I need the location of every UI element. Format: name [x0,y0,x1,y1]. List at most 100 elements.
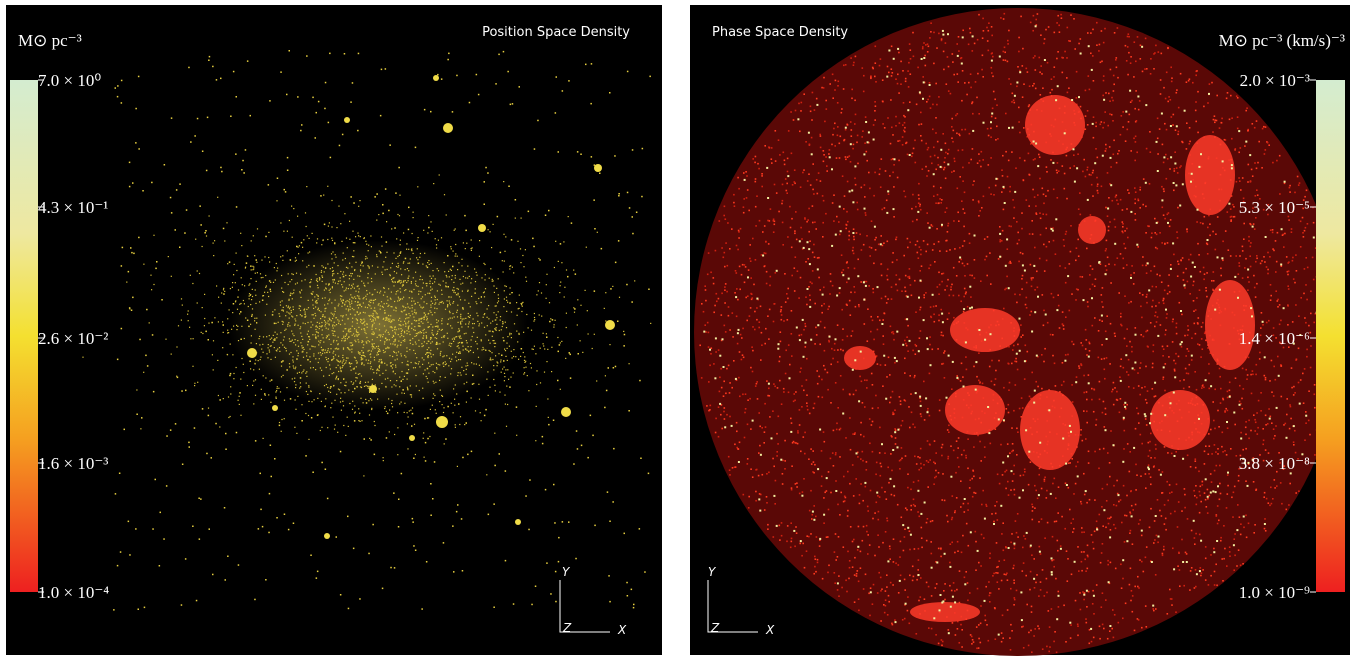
particle [497,278,499,280]
particle [360,318,362,320]
particle [253,266,255,268]
particle [806,405,808,407]
particle [198,497,200,499]
particle [1215,563,1217,566]
particle [535,353,537,355]
particle [1142,570,1145,573]
particle [1177,130,1180,133]
particle [428,263,430,265]
particle [287,323,289,325]
particle [306,186,308,188]
particle [250,342,252,344]
particle [1125,60,1128,62]
particle [307,307,310,309]
particle [808,509,811,512]
particle [909,58,912,60]
particle [1003,46,1006,49]
particle [418,389,420,392]
particle [774,160,777,162]
particle [374,424,376,427]
particle [372,368,374,371]
particle [903,190,905,192]
particle [823,154,825,156]
particle [853,61,855,64]
particle [404,309,406,311]
particle [423,301,425,303]
particle [484,313,486,315]
particle [401,334,403,337]
particle [377,398,379,400]
particle [293,335,295,337]
particle [380,334,382,336]
particle [895,115,897,118]
particle [456,345,458,348]
particle [1137,246,1139,248]
particle [342,365,344,367]
particle [511,292,513,294]
particle [312,324,314,326]
particle [374,273,376,275]
particle [447,405,449,408]
particle [430,514,432,516]
particle [368,341,371,343]
particle [513,323,516,325]
particle [397,281,399,283]
particle [208,55,211,58]
particle [394,340,396,342]
particle [417,325,419,327]
particle [836,556,839,558]
particle [316,300,318,302]
particle [311,293,313,295]
particle [1051,535,1054,538]
subhalo [344,117,350,123]
particle [1031,518,1034,521]
particle [499,316,502,318]
particle [1226,565,1228,567]
particle [433,393,435,395]
particle [860,380,863,383]
particle [555,240,557,242]
particle [925,581,928,584]
particle [282,310,284,312]
particle [1217,409,1219,412]
particle [1097,192,1099,194]
particle [450,360,452,363]
particle [152,390,155,393]
particle [947,455,950,458]
particle [464,248,466,250]
particle [1092,547,1095,550]
particle [409,307,411,309]
particle [372,312,374,315]
particle [474,268,476,270]
particle [360,356,362,358]
particle [433,382,435,384]
particle [1022,179,1025,182]
particle [829,83,831,85]
particle [337,431,339,433]
particle [896,82,899,85]
particle [1102,306,1104,308]
particle [518,307,520,309]
particle [391,262,393,264]
particle [469,349,472,351]
particle [524,361,526,363]
particle [368,400,370,402]
particle [306,266,308,268]
particle [728,392,731,394]
particle [1091,324,1094,327]
particle [1139,559,1141,561]
particle [341,340,343,342]
particle [886,517,888,520]
particle [442,302,444,304]
particle [424,441,427,444]
particle [333,350,335,352]
particle [471,247,473,249]
particle [1189,589,1191,591]
particle [980,565,982,567]
particle [904,290,907,293]
particle [282,306,284,308]
particle [487,371,489,373]
particle [341,133,344,136]
particle [312,314,314,316]
particle [1126,35,1129,38]
